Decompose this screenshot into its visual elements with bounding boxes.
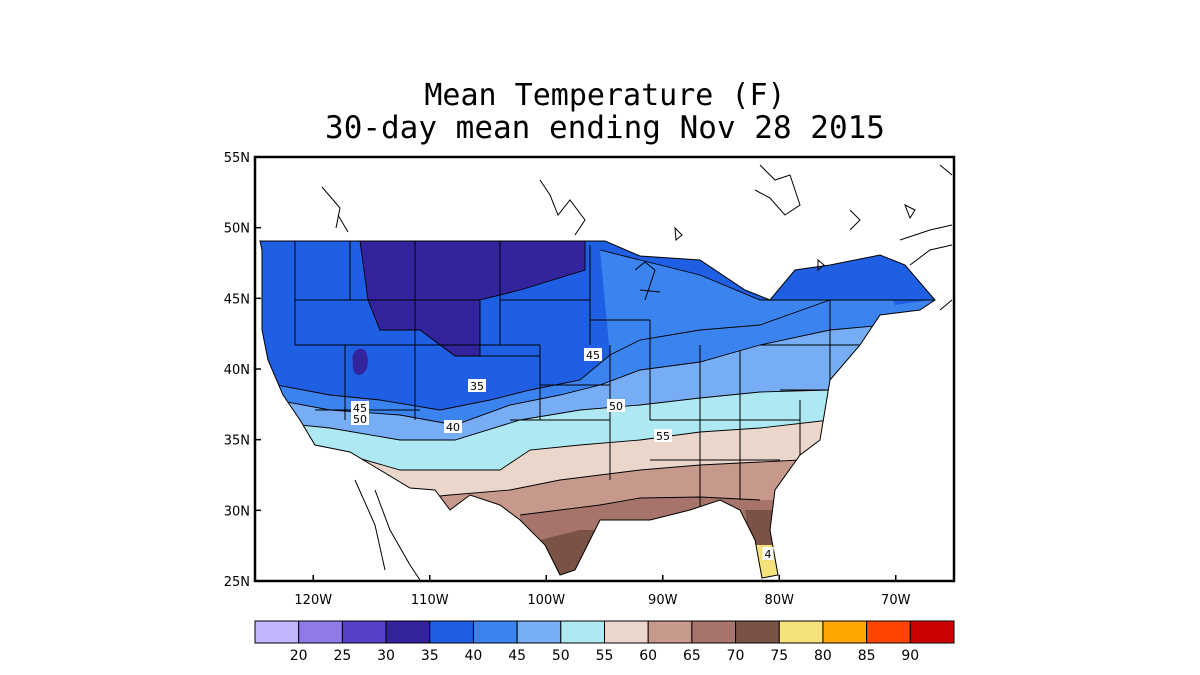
state-borders: [260, 241, 900, 510]
contour-label-bg: [762, 547, 774, 560]
contour-label: 45: [586, 349, 600, 362]
legend-swatch: [472, 620, 518, 644]
legend-label: 65: [683, 648, 701, 664]
map-subtitle: 30-day mean ending Nov 28 2015: [325, 110, 885, 146]
lon-tick-label: 120W: [294, 593, 332, 608]
contour-label-bg: [351, 412, 369, 425]
contour-label-bg: [654, 429, 672, 442]
contour-label-bg: [351, 401, 369, 414]
legend-label: 85: [858, 648, 876, 664]
contour-label: 50: [353, 413, 367, 426]
lat-tick-label: 45N: [224, 292, 250, 307]
lon-tick-label: 110W: [411, 593, 449, 608]
legend-swatch: [385, 620, 431, 644]
legend-swatch: [691, 620, 737, 644]
legend-label: 75: [770, 648, 788, 664]
coastlines: [259, 164, 953, 581]
lat-tick-label: 55N: [224, 151, 250, 166]
contour-label-bg: [444, 420, 462, 433]
band-30-35: [360, 241, 585, 356]
legend-swatch: [866, 620, 911, 644]
legend-label: 40: [465, 648, 483, 664]
legend-label: 30: [377, 648, 395, 664]
legend-label: 45: [508, 648, 526, 664]
legend-swatch: [516, 620, 562, 644]
lat-tick-label: 40N: [224, 363, 250, 378]
contour-label-bg: [607, 399, 625, 412]
contour-label-bg: [584, 348, 602, 361]
lon-tick-label: 80W: [765, 593, 795, 608]
lat-tick-label: 30N: [224, 504, 250, 519]
legend-label: 20: [290, 648, 308, 664]
lon-tick-label: 90W: [648, 593, 678, 608]
legend-swatch: [735, 620, 780, 644]
legend-swatch: [647, 620, 693, 644]
color-legend: 20 25 30 35 40 45 50 55 60 65 70 75 80 85 90: [254, 620, 955, 664]
legend-swatch: [254, 620, 300, 644]
legend-label: 60: [639, 648, 657, 664]
legend-swatch: [822, 620, 868, 644]
band-high-elevation: [352, 348, 368, 375]
legend-swatch: [341, 620, 387, 644]
lon-tick-label: 100W: [527, 593, 565, 608]
map-title: Mean Temperature (F): [424, 78, 786, 113]
lat-tick-label: 35N: [224, 434, 250, 449]
lon-tick-label: 70W: [881, 593, 911, 608]
legend-label: 55: [596, 648, 614, 664]
contour-label: 55: [656, 430, 670, 443]
legend-label: 80: [814, 648, 832, 664]
contour-label: 50: [609, 400, 623, 413]
map-axis-ticks: 55N 50N 45N 40N 35N 30N 25N 120W 110W 100W 90W 80W 7…: [224, 151, 911, 608]
legend-swatch: [298, 620, 343, 644]
legend-label: 90: [901, 648, 919, 664]
lat-tick-label: 25N: [224, 575, 250, 590]
contour-label: 45: [353, 402, 367, 415]
lat-tick-label: 50N: [224, 222, 250, 237]
legend-swatch: [560, 620, 605, 644]
legend-swatch: [778, 620, 824, 644]
contour-lines: [260, 241, 935, 516]
contour-label: 35: [470, 380, 484, 393]
legend-swatch: [604, 620, 649, 644]
contour-label: 4: [765, 548, 772, 561]
legend-label: 35: [421, 648, 439, 664]
legend-label: 70: [727, 648, 745, 664]
legend-swatch: [429, 620, 474, 644]
legend-label: 25: [333, 648, 351, 664]
contour-label: 40: [446, 421, 460, 434]
legend-swatch: [909, 620, 955, 644]
legend-label: 50: [552, 648, 570, 664]
contour-label-bg: [468, 379, 486, 392]
